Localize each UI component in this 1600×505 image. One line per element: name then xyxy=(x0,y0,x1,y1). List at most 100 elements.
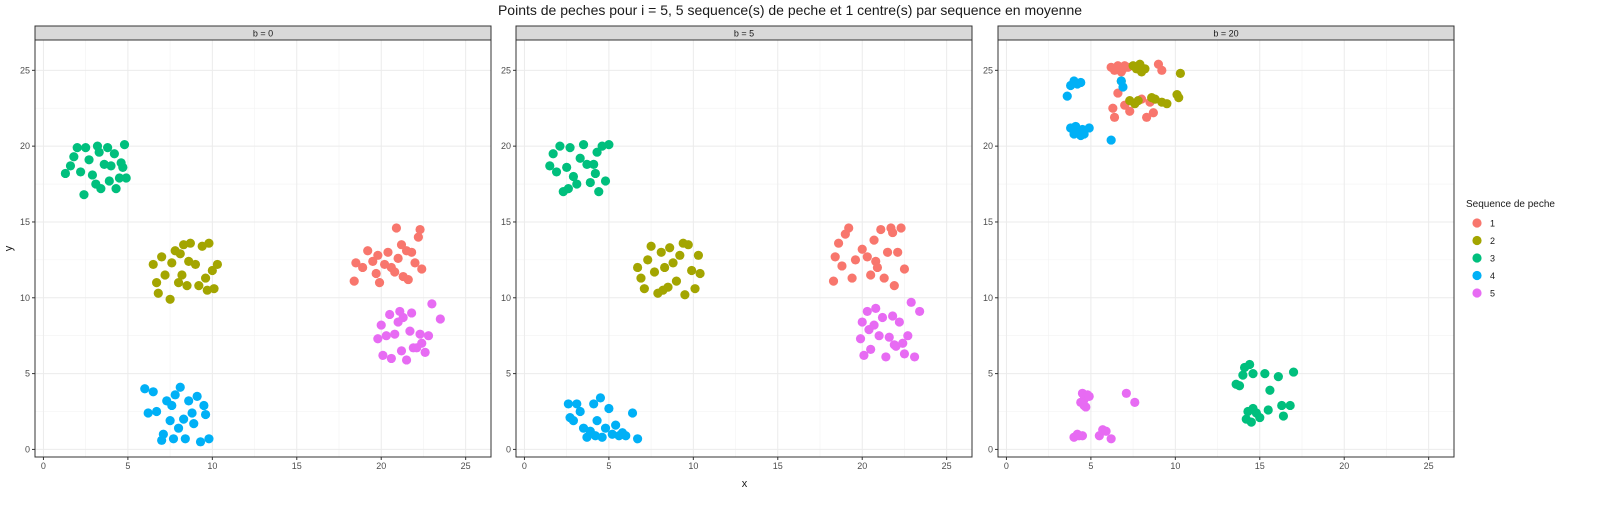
data-point xyxy=(604,403,614,414)
x-tick-label: 0 xyxy=(522,461,527,471)
data-point xyxy=(368,256,378,266)
data-point xyxy=(1108,103,1118,113)
legend-entry-label: 4 xyxy=(1490,271,1495,281)
data-point xyxy=(351,258,361,268)
data-point xyxy=(69,152,79,162)
data-point xyxy=(376,320,386,330)
y-tick-label: 25 xyxy=(20,65,30,75)
y-tick-label: 5 xyxy=(25,369,30,379)
data-point xyxy=(1125,106,1135,116)
data-point xyxy=(1273,372,1283,382)
panel-background xyxy=(35,40,491,457)
data-point xyxy=(600,176,611,186)
data-point xyxy=(1130,99,1140,109)
data-point xyxy=(378,350,388,361)
data-point xyxy=(649,267,660,277)
x-tick-label: 25 xyxy=(1424,461,1434,471)
x-tick-label: 15 xyxy=(1255,461,1265,471)
data-point xyxy=(572,399,582,409)
data-point xyxy=(837,261,847,271)
panel-label: b = 0 xyxy=(253,29,273,39)
data-point xyxy=(390,329,400,339)
y-tick-label: 0 xyxy=(988,444,993,454)
data-point xyxy=(874,331,884,341)
data-point xyxy=(568,416,579,426)
data-point xyxy=(395,306,405,317)
data-point xyxy=(611,420,621,430)
data-point xyxy=(109,149,119,159)
data-point xyxy=(195,437,206,447)
data-point xyxy=(1248,403,1258,414)
panel-border xyxy=(997,39,1455,458)
data-point xyxy=(165,294,175,304)
data-point xyxy=(168,434,179,444)
data-point xyxy=(393,253,403,263)
panel-background xyxy=(516,40,972,457)
data-point xyxy=(153,288,163,298)
data-point xyxy=(1157,65,1167,75)
data-point xyxy=(396,346,407,356)
data-point xyxy=(1288,367,1299,377)
y-tick-label: 25 xyxy=(501,65,511,75)
data-point xyxy=(639,284,649,294)
data-point xyxy=(65,161,76,171)
data-point xyxy=(427,299,437,309)
x-tick-label: 5 xyxy=(1088,461,1093,471)
y-tick-label: 25 xyxy=(983,65,993,75)
data-point xyxy=(148,259,158,270)
data-point xyxy=(391,223,402,233)
data-point xyxy=(60,168,70,179)
data-point xyxy=(167,258,177,268)
x-tick-label: 0 xyxy=(1004,461,1009,471)
legend-entry-label: 1 xyxy=(1490,219,1495,229)
data-point xyxy=(358,262,368,273)
data-point xyxy=(899,349,910,359)
data-point xyxy=(675,250,685,260)
data-point xyxy=(143,408,153,418)
data-point xyxy=(665,243,675,253)
data-point xyxy=(1113,88,1123,98)
data-point xyxy=(190,259,201,270)
data-point xyxy=(177,270,187,280)
x-tick-label: 5 xyxy=(606,461,611,471)
y-tick-label: 5 xyxy=(506,369,511,379)
data-point xyxy=(396,240,407,250)
data-point xyxy=(1148,108,1158,118)
data-point xyxy=(1140,64,1150,74)
data-point xyxy=(114,173,125,183)
x-axis-label: x xyxy=(742,478,748,490)
data-point xyxy=(690,284,700,294)
data-point xyxy=(179,414,189,424)
data-point xyxy=(565,143,575,153)
data-point xyxy=(363,246,373,256)
data-point xyxy=(185,238,195,248)
data-point xyxy=(96,184,106,194)
data-point xyxy=(877,312,888,323)
y-tick-label: 20 xyxy=(501,141,511,151)
data-point xyxy=(575,153,585,163)
data-point xyxy=(898,338,908,348)
data-point xyxy=(1260,369,1270,379)
data-point xyxy=(687,265,697,276)
data-point xyxy=(866,344,876,354)
data-point xyxy=(390,267,400,277)
data-point xyxy=(1079,129,1089,139)
data-point xyxy=(415,224,425,235)
data-point xyxy=(678,238,688,248)
data-point xyxy=(405,326,415,336)
y-tick-label: 10 xyxy=(501,293,511,303)
data-point xyxy=(1084,123,1094,133)
data-point xyxy=(627,408,638,418)
data-point xyxy=(204,238,214,248)
data-point xyxy=(633,262,643,273)
data-point xyxy=(152,406,162,417)
data-point xyxy=(1255,412,1265,423)
data-point xyxy=(888,227,898,238)
data-point xyxy=(563,184,573,194)
data-point xyxy=(866,270,876,280)
data-point xyxy=(869,235,879,245)
y-tick-label: 15 xyxy=(501,217,511,227)
data-point xyxy=(882,247,893,257)
data-point xyxy=(1234,381,1245,391)
